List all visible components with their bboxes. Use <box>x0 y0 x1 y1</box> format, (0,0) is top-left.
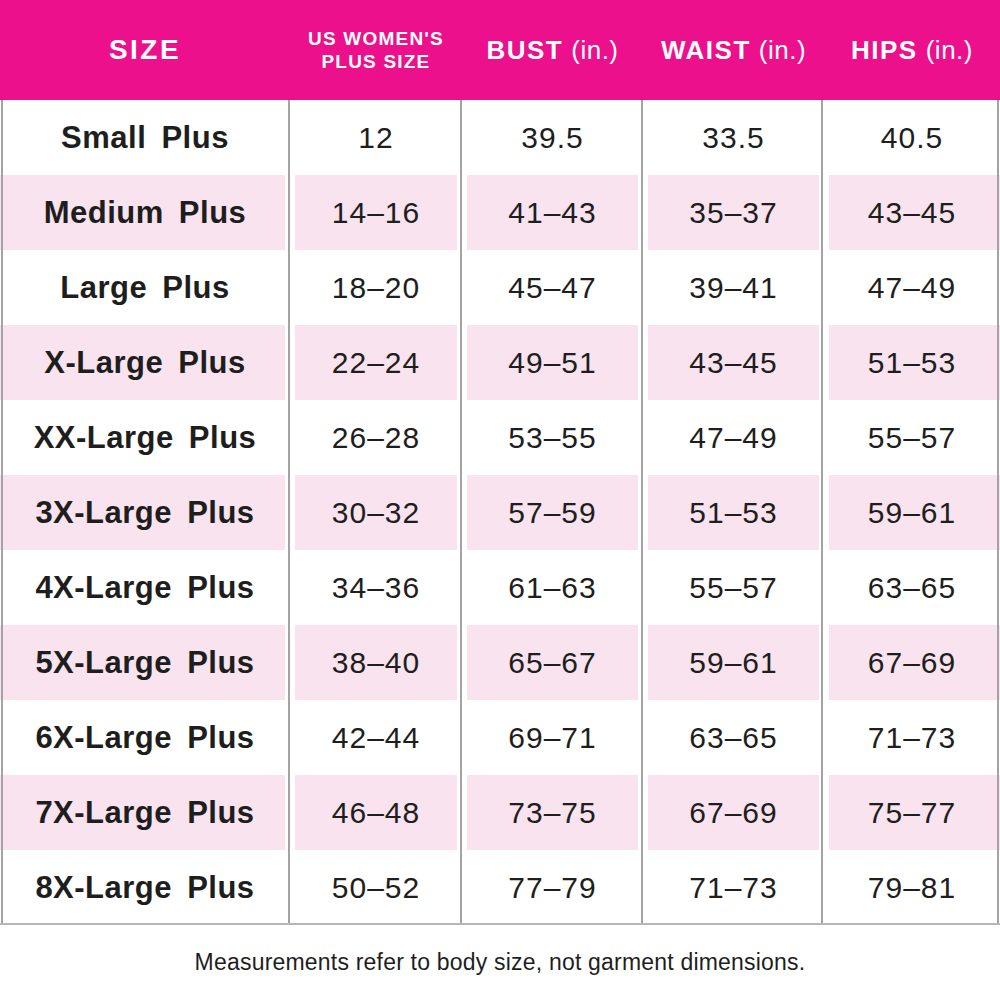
header-cell-hips: HIPS (in.) <box>824 0 1000 100</box>
size-cell: 8X-Large Plus <box>0 850 290 925</box>
hips-cell: 63–65 <box>824 550 1000 625</box>
footnote-text: Measurements refer to body size, not gar… <box>195 949 806 976</box>
table-body: Small Plus 12 39.5 33.5 40.5 Medium Plus… <box>0 100 1000 925</box>
us-plus-size-cell: 30–32 <box>290 475 462 550</box>
bust-cell: 53–55 <box>462 400 643 475</box>
waist-cell: 43–45 <box>643 325 824 400</box>
bust-cell: 39.5 <box>462 100 643 175</box>
waist-cell: 59–61 <box>643 625 824 700</box>
grid-line-bottom <box>0 923 1000 925</box>
size-chart: SIZE US WOMEN'S PLUS SIZE BUST (in.) WAI… <box>0 0 1000 1000</box>
grid-line-col3 <box>641 100 643 925</box>
bust-cell: 73–75 <box>462 775 643 850</box>
header-label-waist: WAIST <box>661 35 751 66</box>
table-row: 6X-Large Plus 42–44 69–71 63–65 71–73 <box>0 700 1000 775</box>
size-cell: Medium Plus <box>0 175 290 250</box>
us-plus-size-cell: 18–20 <box>290 250 462 325</box>
footnote: Measurements refer to body size, not gar… <box>0 925 1000 1000</box>
waist-cell: 63–65 <box>643 700 824 775</box>
table-row: Large Plus 18–20 45–47 39–41 47–49 <box>0 250 1000 325</box>
table-header: SIZE US WOMEN'S PLUS SIZE BUST (in.) WAI… <box>0 0 1000 100</box>
us-plus-size-cell: 14–16 <box>290 175 462 250</box>
bust-cell: 77–79 <box>462 850 643 925</box>
us-plus-size-cell: 22–24 <box>290 325 462 400</box>
header-label-size: SIZE <box>109 34 181 66</box>
us-plus-size-cell: 46–48 <box>290 775 462 850</box>
table-row: 4X-Large Plus 34–36 61–63 55–57 63–65 <box>0 550 1000 625</box>
size-cell: 4X-Large Plus <box>0 550 290 625</box>
size-cell: XX-Large Plus <box>0 400 290 475</box>
hips-cell: 43–45 <box>824 175 1000 250</box>
hips-cell: 75–77 <box>824 775 1000 850</box>
grid-line-col2 <box>460 100 462 925</box>
us-plus-size-cell: 26–28 <box>290 400 462 475</box>
bust-cell: 57–59 <box>462 475 643 550</box>
header-unit-waist: (in.) <box>759 35 806 66</box>
bust-cell: 69–71 <box>462 700 643 775</box>
grid-line-col1 <box>288 100 290 925</box>
hips-cell: 55–57 <box>824 400 1000 475</box>
bust-cell: 61–63 <box>462 550 643 625</box>
table-row: 3X-Large Plus 30–32 57–59 51–53 59–61 <box>0 475 1000 550</box>
size-cell: Small Plus <box>0 100 290 175</box>
header-cell-bust: BUST (in.) <box>462 0 643 100</box>
size-cell: 3X-Large Plus <box>0 475 290 550</box>
table-row: 5X-Large Plus 38–40 65–67 59–61 67–69 <box>0 625 1000 700</box>
header-label-hips: HIPS <box>851 35 918 66</box>
waist-cell: 35–37 <box>643 175 824 250</box>
waist-cell: 55–57 <box>643 550 824 625</box>
hips-cell: 67–69 <box>824 625 1000 700</box>
waist-cell: 39–41 <box>643 250 824 325</box>
header-label-plus-size: PLUS SIZE <box>322 50 431 73</box>
table-row: Medium Plus 14–16 41–43 35–37 43–45 <box>0 175 1000 250</box>
size-cell: Large Plus <box>0 250 290 325</box>
size-cell: 6X-Large Plus <box>0 700 290 775</box>
waist-cell: 67–69 <box>643 775 824 850</box>
table-row: 8X-Large Plus 50–52 77–79 71–73 79–81 <box>0 850 1000 925</box>
waist-cell: 33.5 <box>643 100 824 175</box>
grid-line-col4 <box>821 100 823 925</box>
us-plus-size-cell: 50–52 <box>290 850 462 925</box>
header-label-us-womens: US WOMEN'S <box>308 27 444 50</box>
table-row: X-Large Plus 22–24 49–51 43–45 51–53 <box>0 325 1000 400</box>
hips-cell: 40.5 <box>824 100 1000 175</box>
us-plus-size-cell: 12 <box>290 100 462 175</box>
bust-cell: 49–51 <box>462 325 643 400</box>
hips-cell: 79–81 <box>824 850 1000 925</box>
table-row: Small Plus 12 39.5 33.5 40.5 <box>0 100 1000 175</box>
table-row: 7X-Large Plus 46–48 73–75 67–69 75–77 <box>0 775 1000 850</box>
size-cell: 7X-Large Plus <box>0 775 290 850</box>
waist-cell: 71–73 <box>643 850 824 925</box>
hips-cell: 59–61 <box>824 475 1000 550</box>
header-label-bust: BUST <box>486 35 563 66</box>
us-plus-size-cell: 38–40 <box>290 625 462 700</box>
bust-cell: 45–47 <box>462 250 643 325</box>
bust-cell: 41–43 <box>462 175 643 250</box>
header-unit-bust: (in.) <box>571 35 618 66</box>
hips-cell: 71–73 <box>824 700 1000 775</box>
header-cell-size: SIZE <box>0 0 290 100</box>
size-cell: X-Large Plus <box>0 325 290 400</box>
grid-line-right <box>997 100 999 925</box>
hips-cell: 51–53 <box>824 325 1000 400</box>
header-unit-hips: (in.) <box>926 35 973 66</box>
header-cell-us-plus-size: US WOMEN'S PLUS SIZE <box>290 0 462 100</box>
waist-cell: 47–49 <box>643 400 824 475</box>
size-cell: 5X-Large Plus <box>0 625 290 700</box>
waist-cell: 51–53 <box>643 475 824 550</box>
header-cell-waist: WAIST (in.) <box>643 0 824 100</box>
grid-line-left <box>1 100 3 925</box>
table-row: XX-Large Plus 26–28 53–55 47–49 55–57 <box>0 400 1000 475</box>
us-plus-size-cell: 42–44 <box>290 700 462 775</box>
hips-cell: 47–49 <box>824 250 1000 325</box>
us-plus-size-cell: 34–36 <box>290 550 462 625</box>
bust-cell: 65–67 <box>462 625 643 700</box>
